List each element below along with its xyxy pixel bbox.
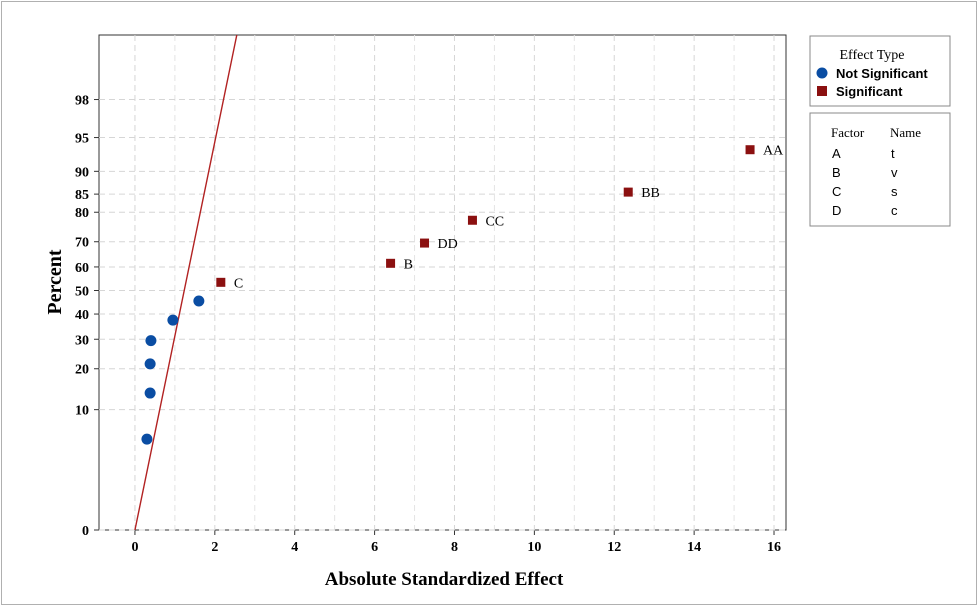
y-tick-label: 98 [75,94,89,109]
point-label: DD [438,237,458,252]
not-significant-point [144,358,156,370]
legend-item-significant: Significant [836,84,903,99]
plot-area: 0 2 4 6 8 10 12 14 16 0 10 20 30 40 50 60 70 80 85 90 95 98 C B… [75,34,787,555]
legend-title: Effect Type [840,48,905,63]
legend-square-marker [817,86,827,96]
significant-point [420,238,430,248]
x-tick-label: 8 [451,540,458,555]
x-tick-label: 0 [131,540,138,555]
x-tick-label: 6 [371,540,378,555]
y-tick-label: 30 [75,333,89,348]
point-label: C [234,276,243,291]
x-tick-label: 12 [607,540,621,555]
y-axis-title: Percent [44,249,66,314]
x-tick-label: 10 [527,540,541,555]
x-tick-label: 16 [767,540,781,555]
significant-point [623,187,633,197]
factor-c-name: s [891,184,898,199]
significant-point [216,277,226,287]
y-tick-label: 10 [75,404,89,419]
factor-d-name: c [891,203,898,218]
point-label: AA [763,144,784,159]
reference-line [134,35,238,530]
factor-b-name: v [891,165,898,180]
legend-frame [809,35,951,107]
y-tick-label: 20 [75,363,89,378]
factor-c: C [832,184,841,199]
not-significant-point [167,314,179,326]
factor-header: Factor [831,125,865,140]
y-tick-label: 90 [75,165,89,180]
plot-frame [98,34,787,531]
not-significant-point [145,335,157,347]
not-significant-point [193,295,205,307]
y-tick-label: 80 [75,206,89,221]
y-tick-label: 50 [75,284,89,299]
point-label: BB [641,186,660,201]
legend-item-not-significant: Not Significant [836,66,928,81]
y-tick-label: 85 [75,188,89,203]
not-significant-point [141,433,153,445]
not-significant-point [144,387,156,399]
y-tick-label: 40 [75,308,89,323]
factor-d: D [832,203,841,218]
x-axis-title: Absolute Standardized Effect [325,569,564,590]
factor-b: B [832,165,841,180]
factor-table-frame [809,112,951,227]
factor-table: Factor Name A t B v C s D c [809,112,951,227]
point-label: CC [485,214,504,229]
y-tick-label: 70 [75,236,89,251]
significant-point [386,258,396,268]
y-tick-label: 0 [82,524,89,539]
y-tick-label: 95 [75,132,89,147]
x-tick-label: 14 [687,540,701,555]
name-header: Name [890,125,921,140]
x-tick-label: 2 [211,540,218,555]
factor-a-name: t [891,146,895,161]
factor-a: A [832,146,841,161]
significant-point [745,145,755,155]
legend: Effect Type Not Significant Significant [809,35,951,107]
x-tick-label: 4 [291,540,298,555]
point-label: B [404,257,413,272]
legend-circle-marker [816,67,828,79]
significant-point [467,215,477,225]
y-tick-label: 60 [75,261,89,276]
